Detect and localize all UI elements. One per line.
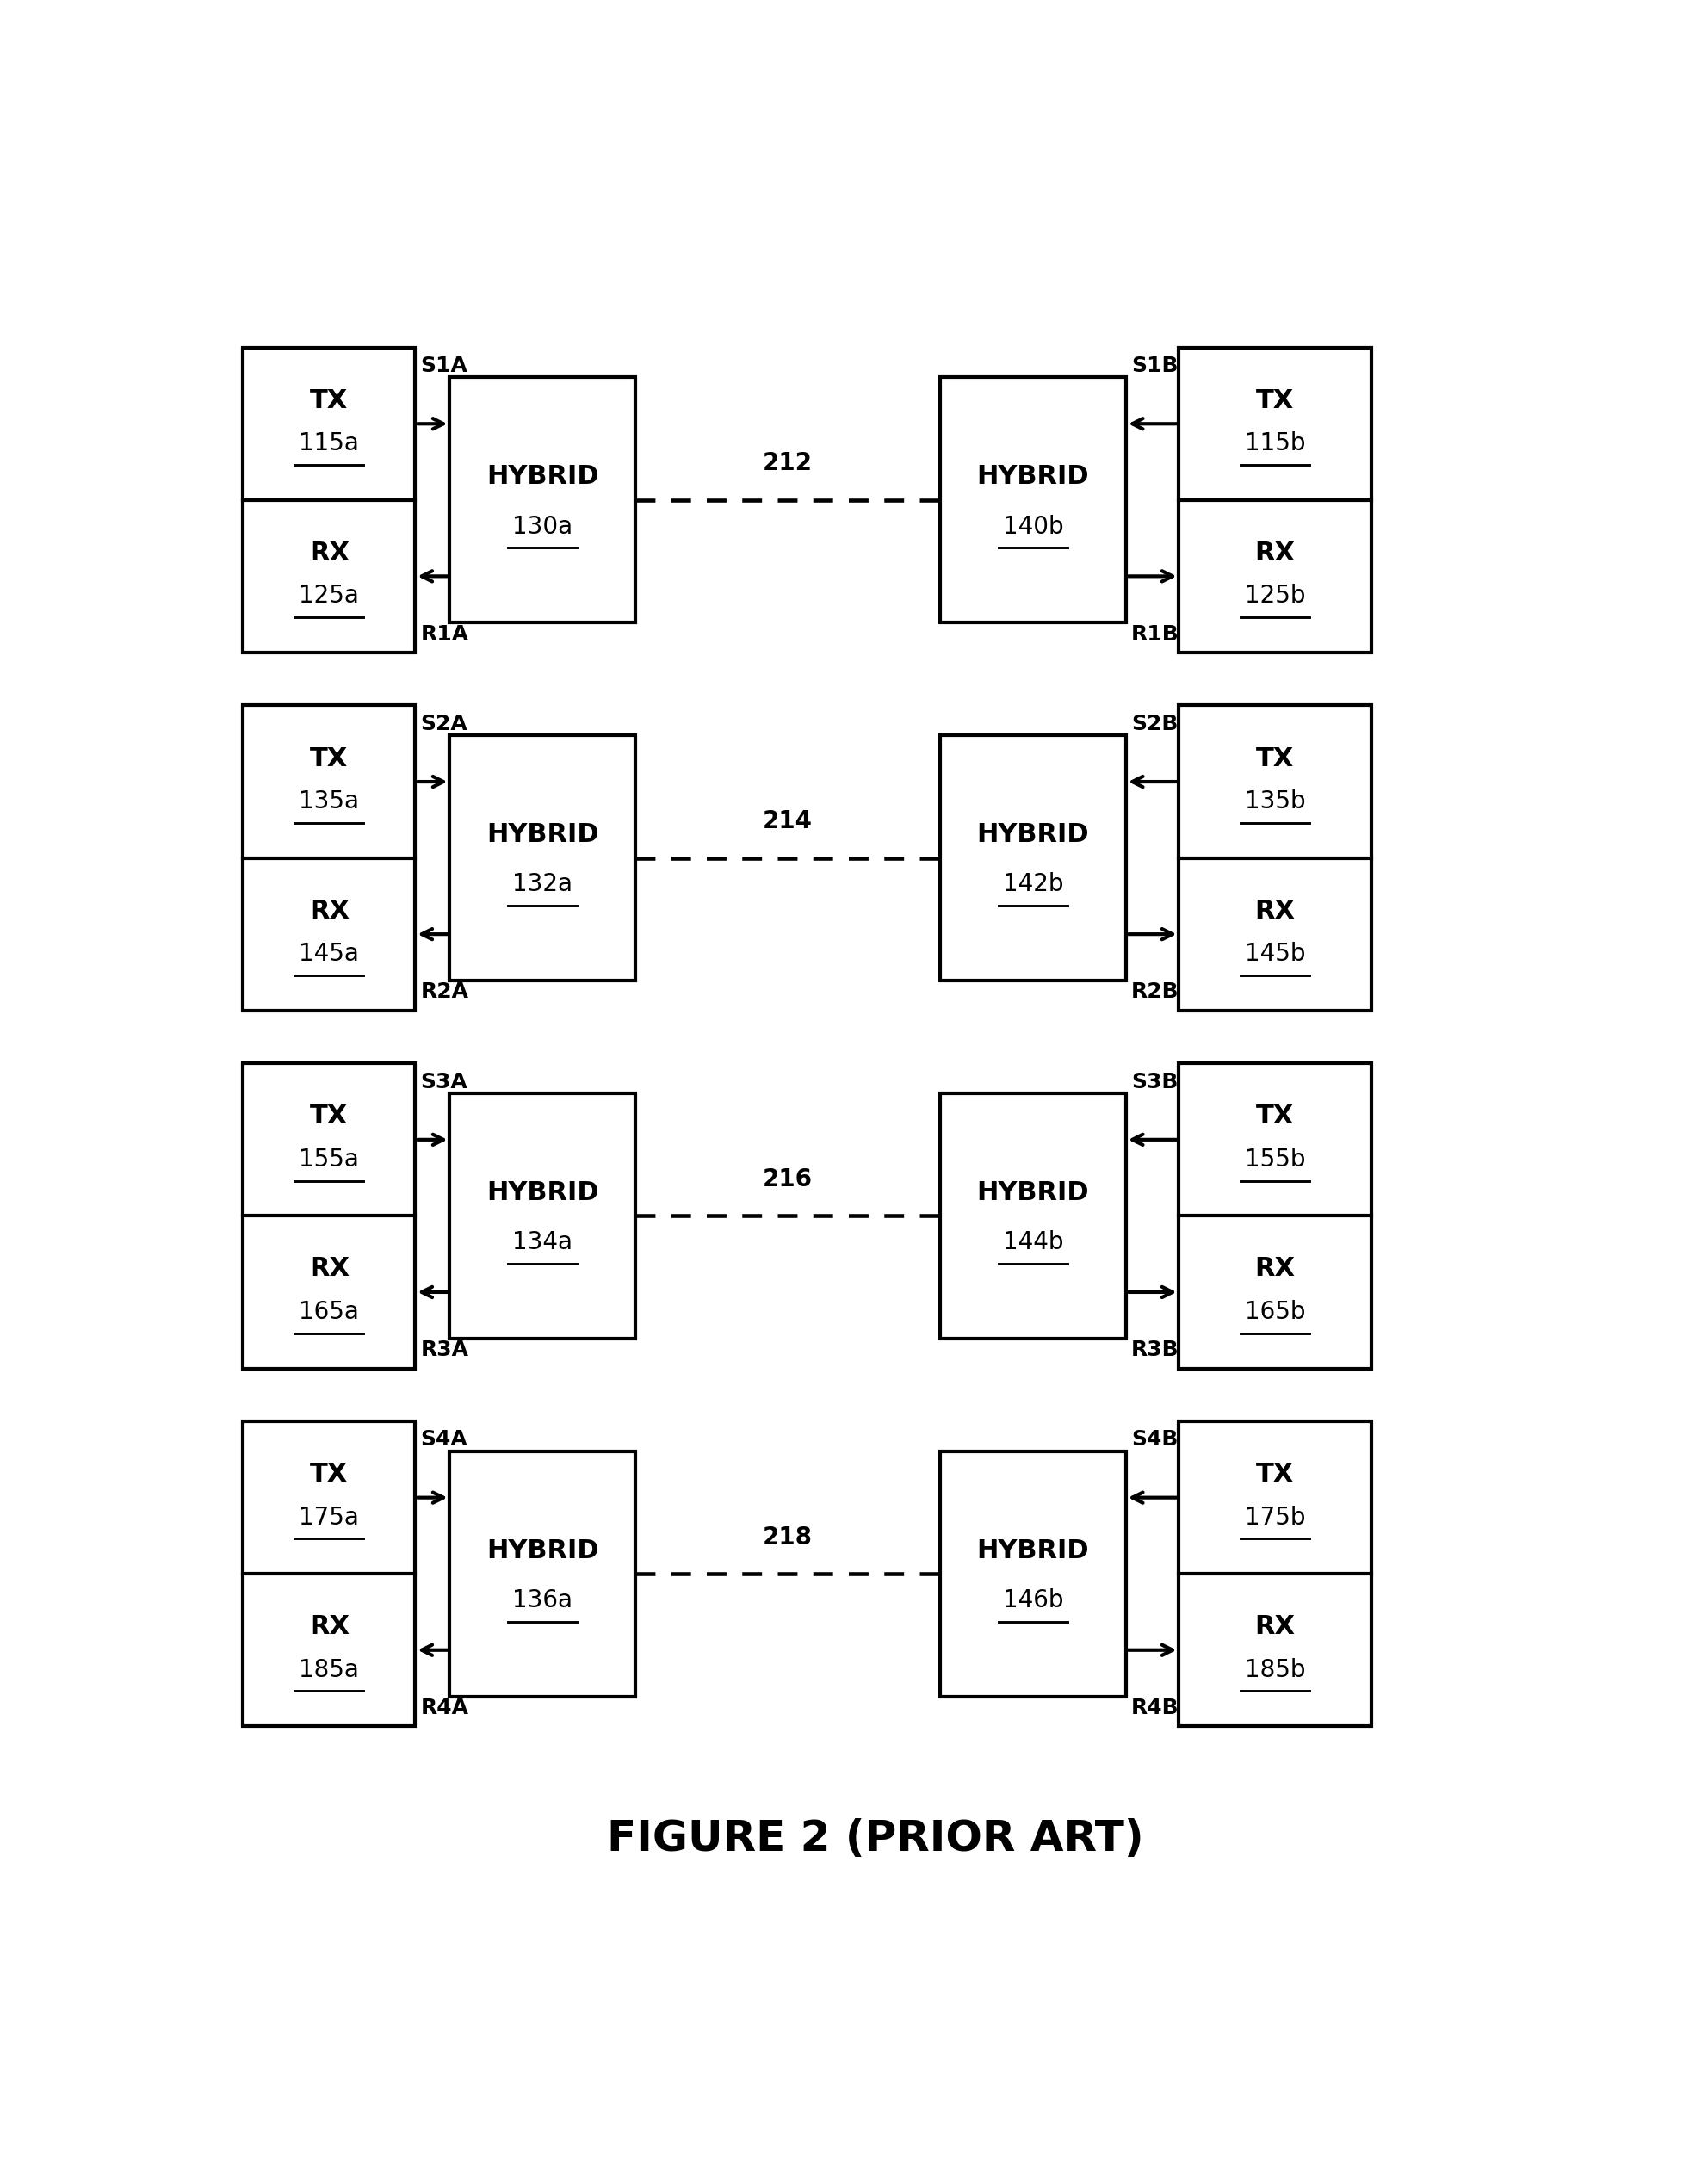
Text: R1A: R1A [420, 623, 470, 645]
Text: 125b: 125b [1245, 584, 1305, 608]
Text: RX: RX [1255, 540, 1295, 566]
Text: S4A: S4A [420, 1429, 468, 1451]
Bar [1179, 1063, 1372, 1368]
Text: 134a: 134a [512, 1231, 572, 1255]
Text: R3B: R3B [1131, 1339, 1179, 1361]
Text: TX: TX [311, 388, 348, 414]
Text: 135b: 135b [1245, 791, 1305, 815]
Text: R2A: R2A [420, 982, 468, 1002]
Text: RX: RX [1255, 1614, 1295, 1640]
Text: 145b: 145b [1245, 943, 1305, 967]
Text: TX: TX [1255, 747, 1295, 771]
Bar [449, 1451, 635, 1697]
Text: FIGURE 2 (PRIOR ART): FIGURE 2 (PRIOR ART) [606, 1819, 1144, 1860]
Text: 142b: 142b [1003, 873, 1064, 897]
Text: 146b: 146b [1003, 1588, 1064, 1612]
Text: 175b: 175b [1245, 1505, 1305, 1529]
Bar [449, 377, 635, 623]
Text: 214: 214 [763, 810, 813, 834]
Text: R2B: R2B [1131, 982, 1179, 1002]
Text: 115b: 115b [1245, 431, 1305, 455]
Text: TX: TX [1255, 1461, 1295, 1488]
Text: TX: TX [311, 1461, 348, 1488]
Text: 212: 212 [763, 451, 813, 475]
Text: R4B: R4B [1131, 1697, 1179, 1718]
Bar [1179, 706, 1372, 1011]
Text: HYBRID: HYBRID [977, 1180, 1090, 1204]
Bar [449, 736, 635, 980]
Text: HYBRID: HYBRID [487, 823, 600, 847]
Bar [1179, 348, 1372, 653]
Text: 125a: 125a [299, 584, 359, 608]
Text: HYBRID: HYBRID [977, 823, 1090, 847]
Text: 135a: 135a [299, 791, 359, 815]
Text: HYBRID: HYBRID [977, 1538, 1090, 1564]
Text: 165b: 165b [1245, 1300, 1305, 1324]
Text: 216: 216 [763, 1167, 813, 1191]
Bar [243, 1063, 415, 1368]
Text: 132a: 132a [512, 873, 572, 897]
Bar [1179, 1422, 1372, 1727]
Text: 115a: 115a [299, 431, 359, 455]
Text: 175a: 175a [299, 1505, 359, 1529]
Text: 136a: 136a [512, 1588, 572, 1612]
Text: 145a: 145a [299, 943, 359, 967]
Bar [941, 377, 1126, 623]
Text: 165a: 165a [299, 1300, 359, 1324]
Text: 130a: 130a [512, 514, 572, 538]
Text: TX: TX [311, 1104, 348, 1128]
Text: 155a: 155a [299, 1148, 359, 1172]
Text: 140b: 140b [1003, 514, 1064, 538]
Text: RX: RX [309, 900, 350, 923]
Text: TX: TX [311, 747, 348, 771]
Text: 185b: 185b [1245, 1657, 1305, 1681]
Text: RX: RX [309, 540, 350, 566]
Text: S3B: S3B [1131, 1072, 1179, 1091]
Text: HYBRID: HYBRID [977, 464, 1090, 490]
Text: R1B: R1B [1131, 623, 1179, 645]
Text: 144b: 144b [1003, 1231, 1064, 1255]
Text: RX: RX [1255, 900, 1295, 923]
Text: 155b: 155b [1245, 1148, 1305, 1172]
Text: S1B: S1B [1131, 355, 1179, 377]
Text: RX: RX [309, 1257, 350, 1281]
Text: HYBRID: HYBRID [487, 1538, 600, 1564]
Bar [941, 1451, 1126, 1697]
Bar [243, 1422, 415, 1727]
Text: R4A: R4A [420, 1697, 468, 1718]
Text: HYBRID: HYBRID [487, 1180, 600, 1204]
Text: HYBRID: HYBRID [487, 464, 600, 490]
Bar [941, 1093, 1126, 1339]
Text: R3A: R3A [420, 1339, 468, 1361]
Text: S3A: S3A [420, 1072, 468, 1091]
Bar [243, 348, 415, 653]
Text: S2A: S2A [420, 714, 468, 734]
Text: S1A: S1A [420, 355, 468, 377]
Text: 185a: 185a [299, 1657, 359, 1681]
Text: S4B: S4B [1131, 1429, 1179, 1451]
Text: 218: 218 [763, 1525, 813, 1549]
Text: RX: RX [1255, 1257, 1295, 1281]
Bar [449, 1093, 635, 1339]
Bar [941, 736, 1126, 980]
Text: S2B: S2B [1131, 714, 1179, 734]
Text: TX: TX [1255, 388, 1295, 414]
Text: RX: RX [309, 1614, 350, 1640]
Text: TX: TX [1255, 1104, 1295, 1128]
Bar [243, 706, 415, 1011]
